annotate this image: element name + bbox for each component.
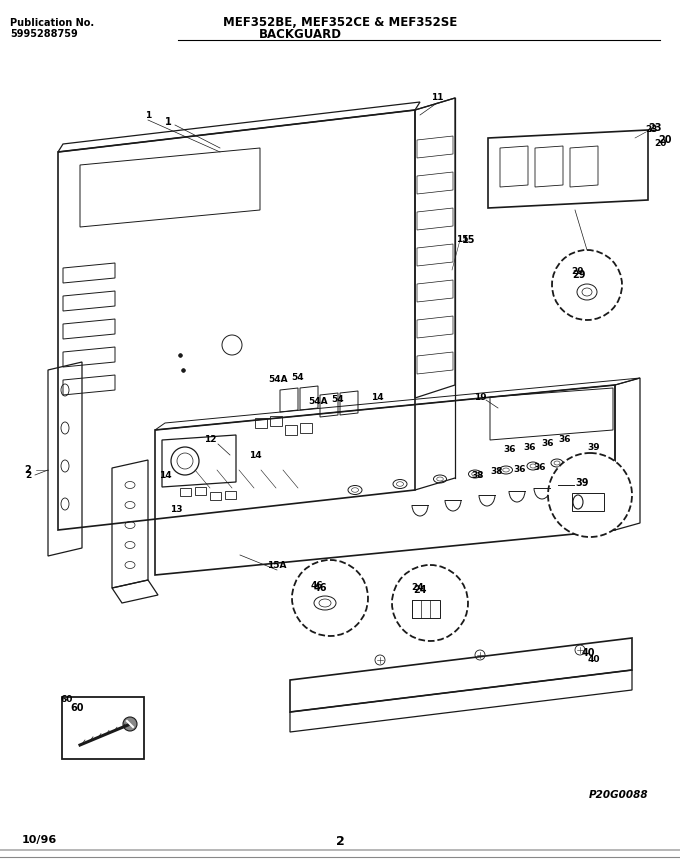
Bar — [285, 425, 297, 435]
Text: 54: 54 — [292, 373, 305, 383]
Bar — [412, 600, 440, 618]
Text: 19: 19 — [474, 392, 486, 402]
Text: 36: 36 — [542, 438, 554, 448]
Text: 36: 36 — [559, 436, 571, 444]
Bar — [572, 493, 604, 511]
Text: 11: 11 — [430, 93, 443, 101]
Circle shape — [392, 565, 468, 641]
Text: 29: 29 — [573, 270, 585, 280]
Text: 54: 54 — [332, 396, 344, 404]
Bar — [210, 492, 221, 500]
Text: 2: 2 — [24, 465, 31, 475]
Text: 5995288759: 5995288759 — [10, 29, 78, 39]
Text: 40: 40 — [581, 648, 595, 658]
Circle shape — [552, 250, 622, 320]
Circle shape — [123, 717, 137, 731]
Text: 54A: 54A — [268, 376, 288, 385]
Text: BACKGUARD: BACKGUARD — [258, 28, 341, 41]
Text: 2: 2 — [336, 835, 344, 848]
Text: 12: 12 — [204, 436, 216, 444]
Bar — [180, 488, 191, 496]
Text: 29: 29 — [572, 268, 584, 276]
Bar — [62, 697, 144, 759]
Text: 15A: 15A — [267, 560, 287, 570]
Circle shape — [548, 453, 632, 537]
Text: 15: 15 — [462, 235, 475, 245]
Text: 40: 40 — [588, 656, 600, 664]
Bar — [255, 418, 267, 428]
Text: 46: 46 — [311, 580, 323, 590]
Text: MEF352BE, MEF352CE & MEF352SE: MEF352BE, MEF352CE & MEF352SE — [223, 16, 457, 29]
Text: 60: 60 — [70, 703, 84, 713]
Text: P20G0088: P20G0088 — [588, 790, 648, 800]
Text: 23: 23 — [646, 126, 658, 134]
Text: 24: 24 — [413, 585, 427, 595]
Text: 15: 15 — [456, 236, 469, 244]
Text: 20: 20 — [653, 139, 666, 147]
Text: 1: 1 — [165, 117, 171, 127]
Text: 36: 36 — [514, 466, 526, 475]
Text: 14: 14 — [158, 470, 171, 480]
Text: 36: 36 — [524, 443, 537, 451]
Text: 23: 23 — [648, 123, 662, 133]
Text: 36: 36 — [504, 445, 516, 455]
Text: 1: 1 — [145, 111, 151, 120]
Text: Publication No.: Publication No. — [10, 18, 94, 28]
Bar — [270, 416, 282, 426]
Text: 2: 2 — [25, 470, 31, 480]
Text: 20: 20 — [658, 135, 671, 145]
Text: 13: 13 — [170, 506, 182, 514]
Circle shape — [292, 560, 368, 636]
Text: 60: 60 — [61, 695, 73, 705]
Bar — [225, 491, 236, 499]
Text: 24: 24 — [411, 584, 424, 592]
Bar — [300, 423, 312, 433]
Text: 36: 36 — [534, 462, 546, 471]
Bar — [195, 487, 206, 495]
Text: 39: 39 — [588, 443, 600, 453]
Text: 10/96: 10/96 — [22, 835, 57, 845]
Text: 38: 38 — [472, 470, 484, 480]
Text: 38: 38 — [491, 467, 503, 475]
Text: 46: 46 — [313, 583, 327, 593]
Text: 54A: 54A — [308, 397, 328, 406]
Text: 14: 14 — [249, 450, 261, 460]
Text: 39: 39 — [575, 478, 589, 488]
Text: 14: 14 — [371, 393, 384, 403]
